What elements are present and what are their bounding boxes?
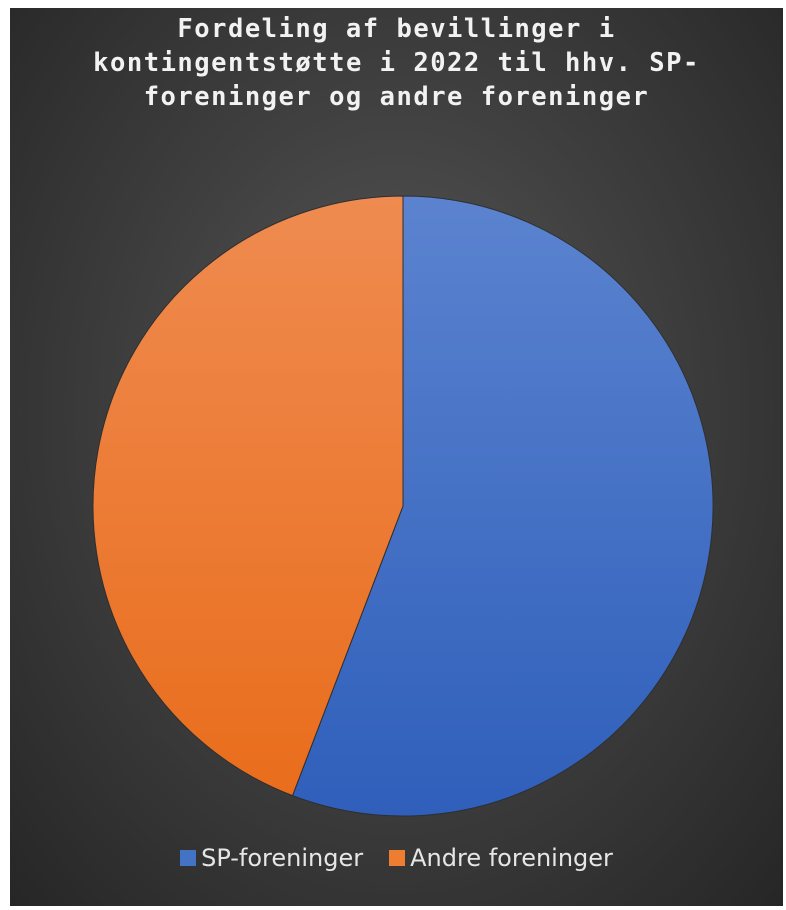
pie-slice-andre-foreninger	[92, 195, 404, 797]
legend-label-sp-foreninger: SP-foreninger	[201, 844, 364, 872]
legend: SP-foreninger Andre foreninger	[10, 840, 783, 876]
legend-item-sp-foreninger: SP-foreninger	[180, 843, 363, 873]
legend-swatch-sp-foreninger	[180, 850, 197, 866]
legend-swatch-andre-foreninger	[389, 850, 406, 866]
legend-label-andre-foreninger: Andre foreninger	[410, 844, 613, 872]
pie-slices	[92, 195, 714, 817]
legend-item-andre-foreninger: Andre foreninger	[389, 843, 613, 873]
pie-chart	[92, 195, 714, 817]
pie-slice-sp-foreninger	[291, 195, 714, 817]
chart-area: Fordeling af bevillinger i kontingentstø…	[10, 8, 783, 906]
chart-title: Fordeling af bevillinger i kontingentstø…	[93, 14, 700, 112]
